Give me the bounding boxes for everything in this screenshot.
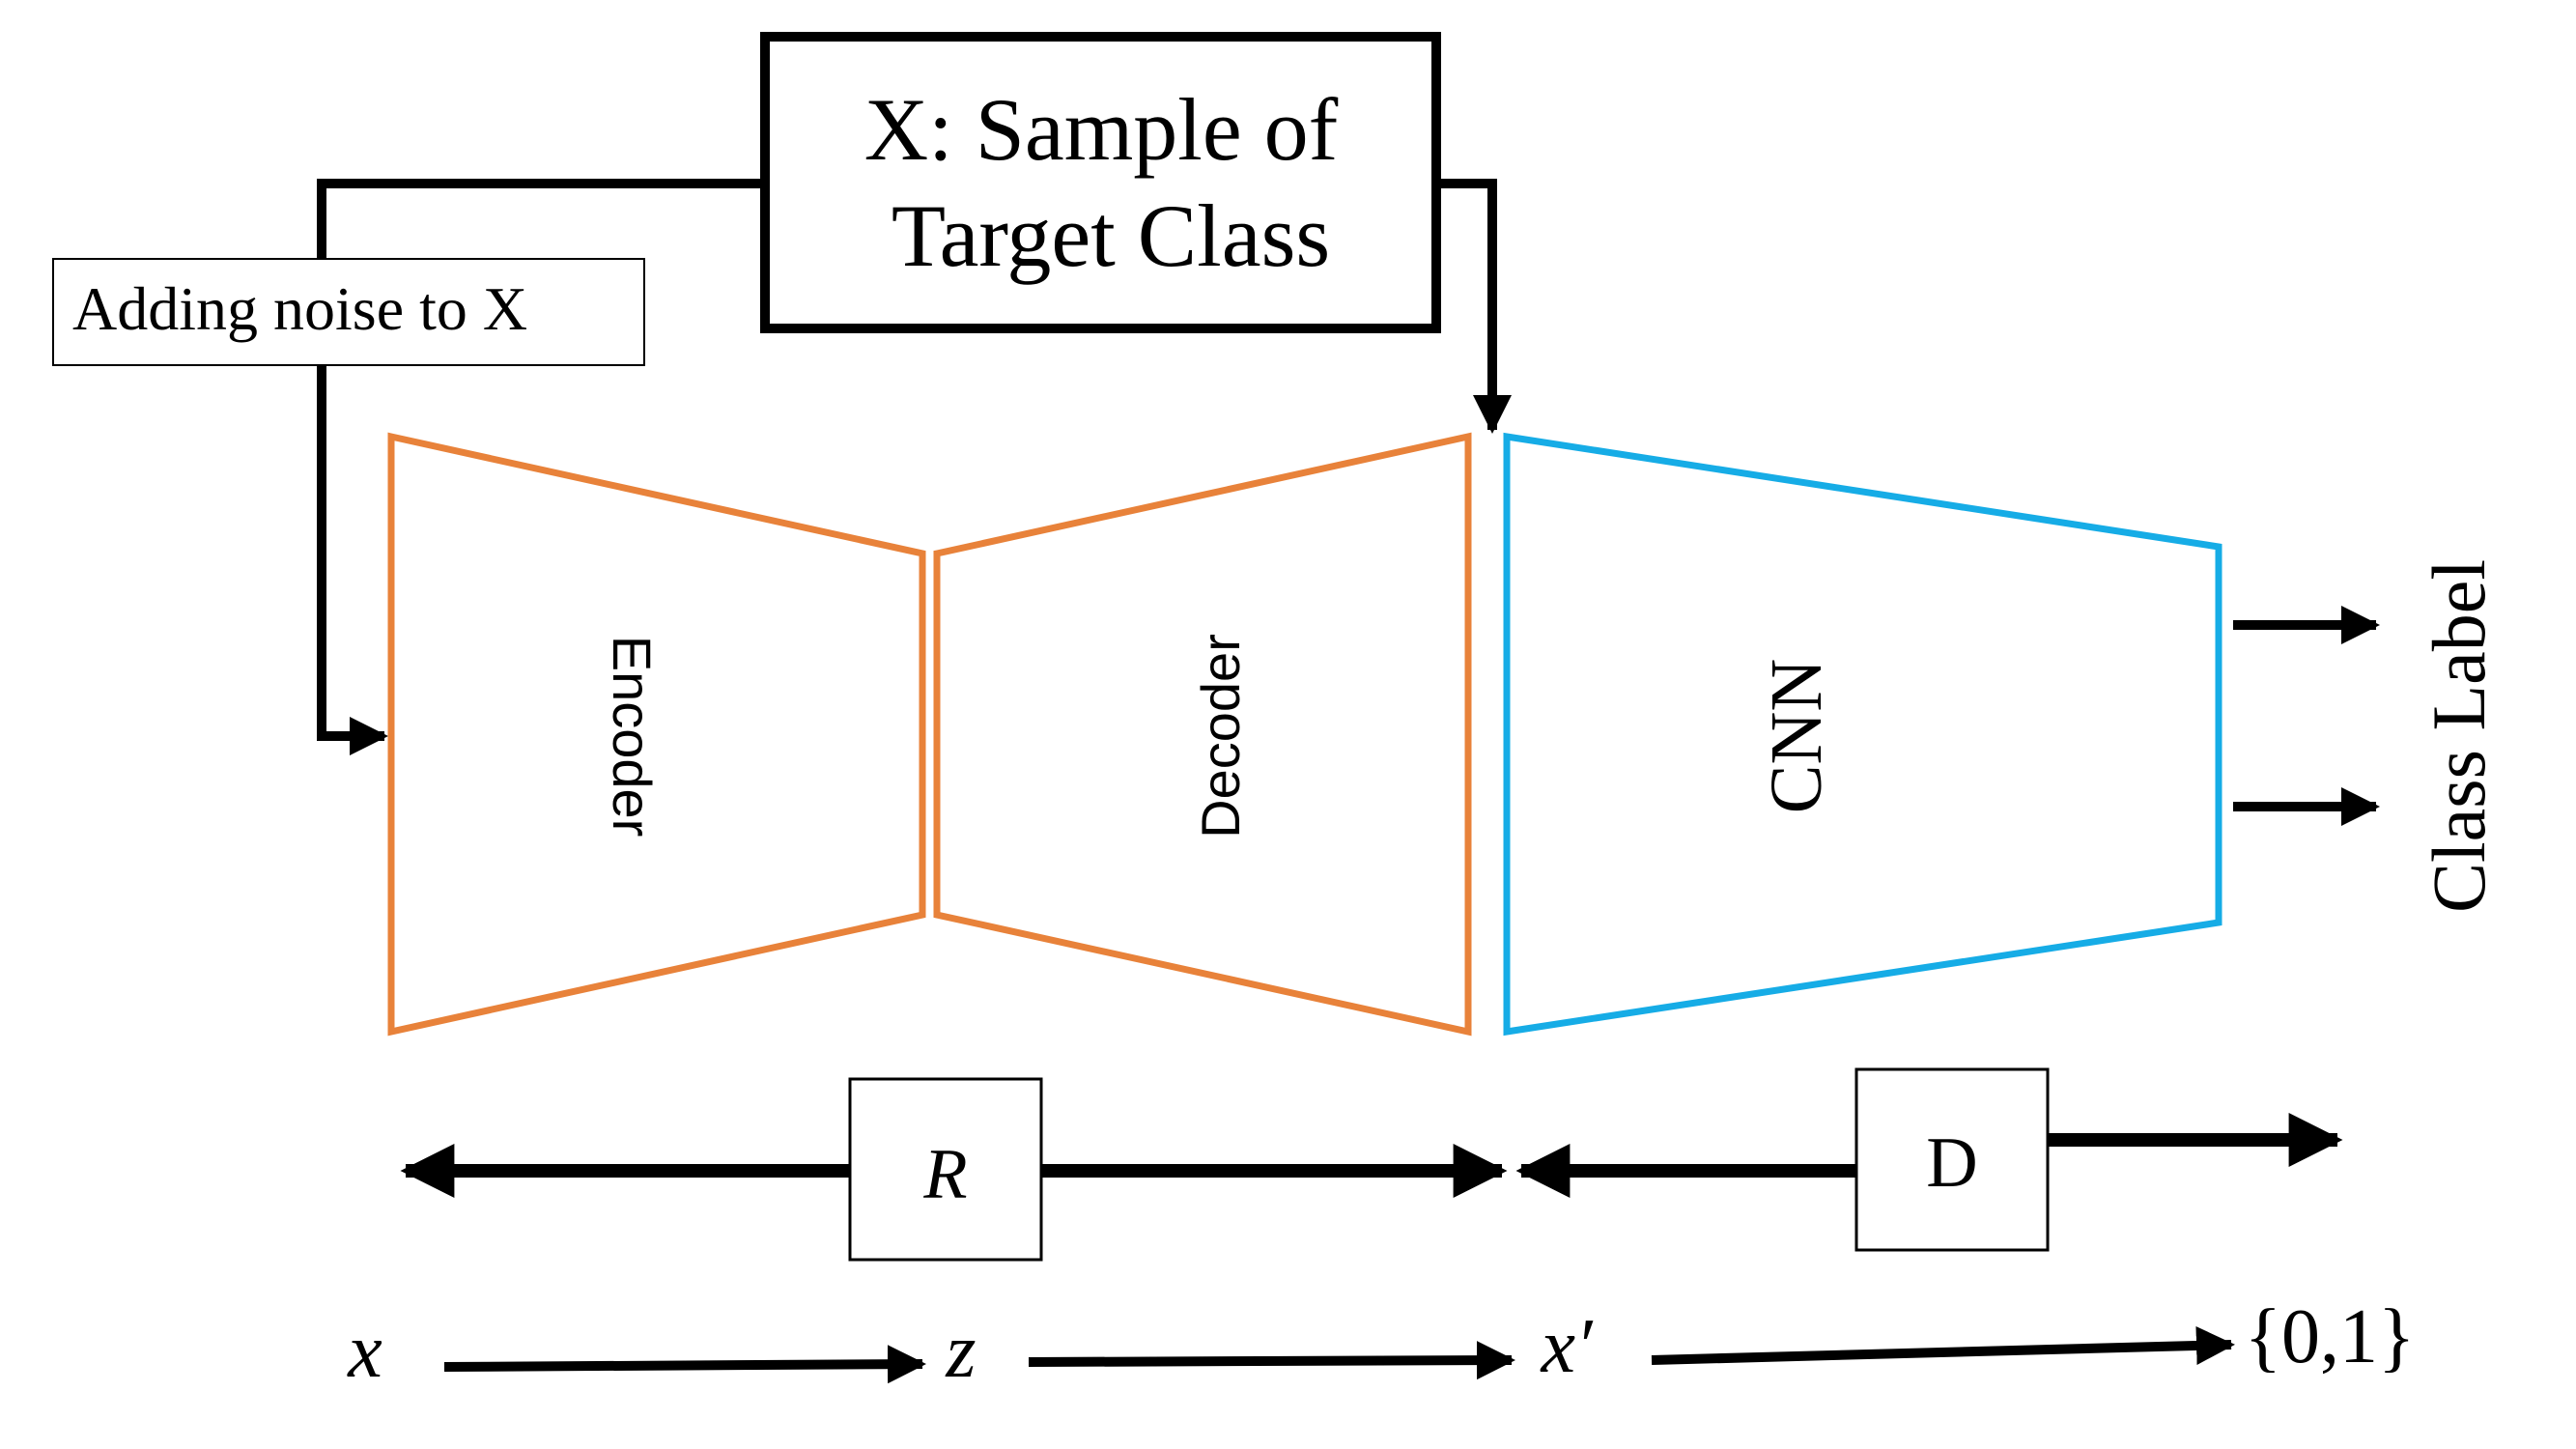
flow-z: z <box>945 1309 976 1394</box>
cnn-block: CNN <box>1503 432 2222 1037</box>
cnn-label: CNN <box>1756 659 1837 813</box>
noise-box-label: Adding noise to X <box>72 274 527 343</box>
sample-box-line1: X: Sample of <box>864 80 1339 179</box>
r-label: R <box>922 1135 967 1214</box>
encoder-label: Encoder <box>602 636 663 838</box>
noise-path-connector <box>317 179 765 755</box>
flow-output: {0,1} <box>2245 1294 2416 1379</box>
decoder-label: Decoder <box>1190 634 1251 838</box>
flow-x-prime: x′ <box>1540 1304 1594 1389</box>
flow-arrow-z-xprime <box>1028 1341 1515 1380</box>
noise-box: Adding noise to X <box>52 258 645 366</box>
r-box: R <box>848 1077 1043 1262</box>
encoder-block: Encoder <box>387 432 926 1037</box>
decoder-block: Decoder <box>933 432 1472 1037</box>
flow-x: x <box>347 1309 382 1394</box>
class-label: Class Label <box>2417 559 2501 913</box>
flow-arrow-xprime-output <box>1651 1325 2235 1365</box>
sample-box: X: Sample of Target Class <box>760 32 1441 333</box>
sample-to-cnn-connector <box>1436 179 1512 434</box>
sample-box-line2: Target Class <box>892 186 1330 285</box>
d-label: D <box>1926 1123 1977 1203</box>
flow-arrow-x-z <box>443 1345 926 1384</box>
d-box: D <box>1854 1067 2050 1252</box>
